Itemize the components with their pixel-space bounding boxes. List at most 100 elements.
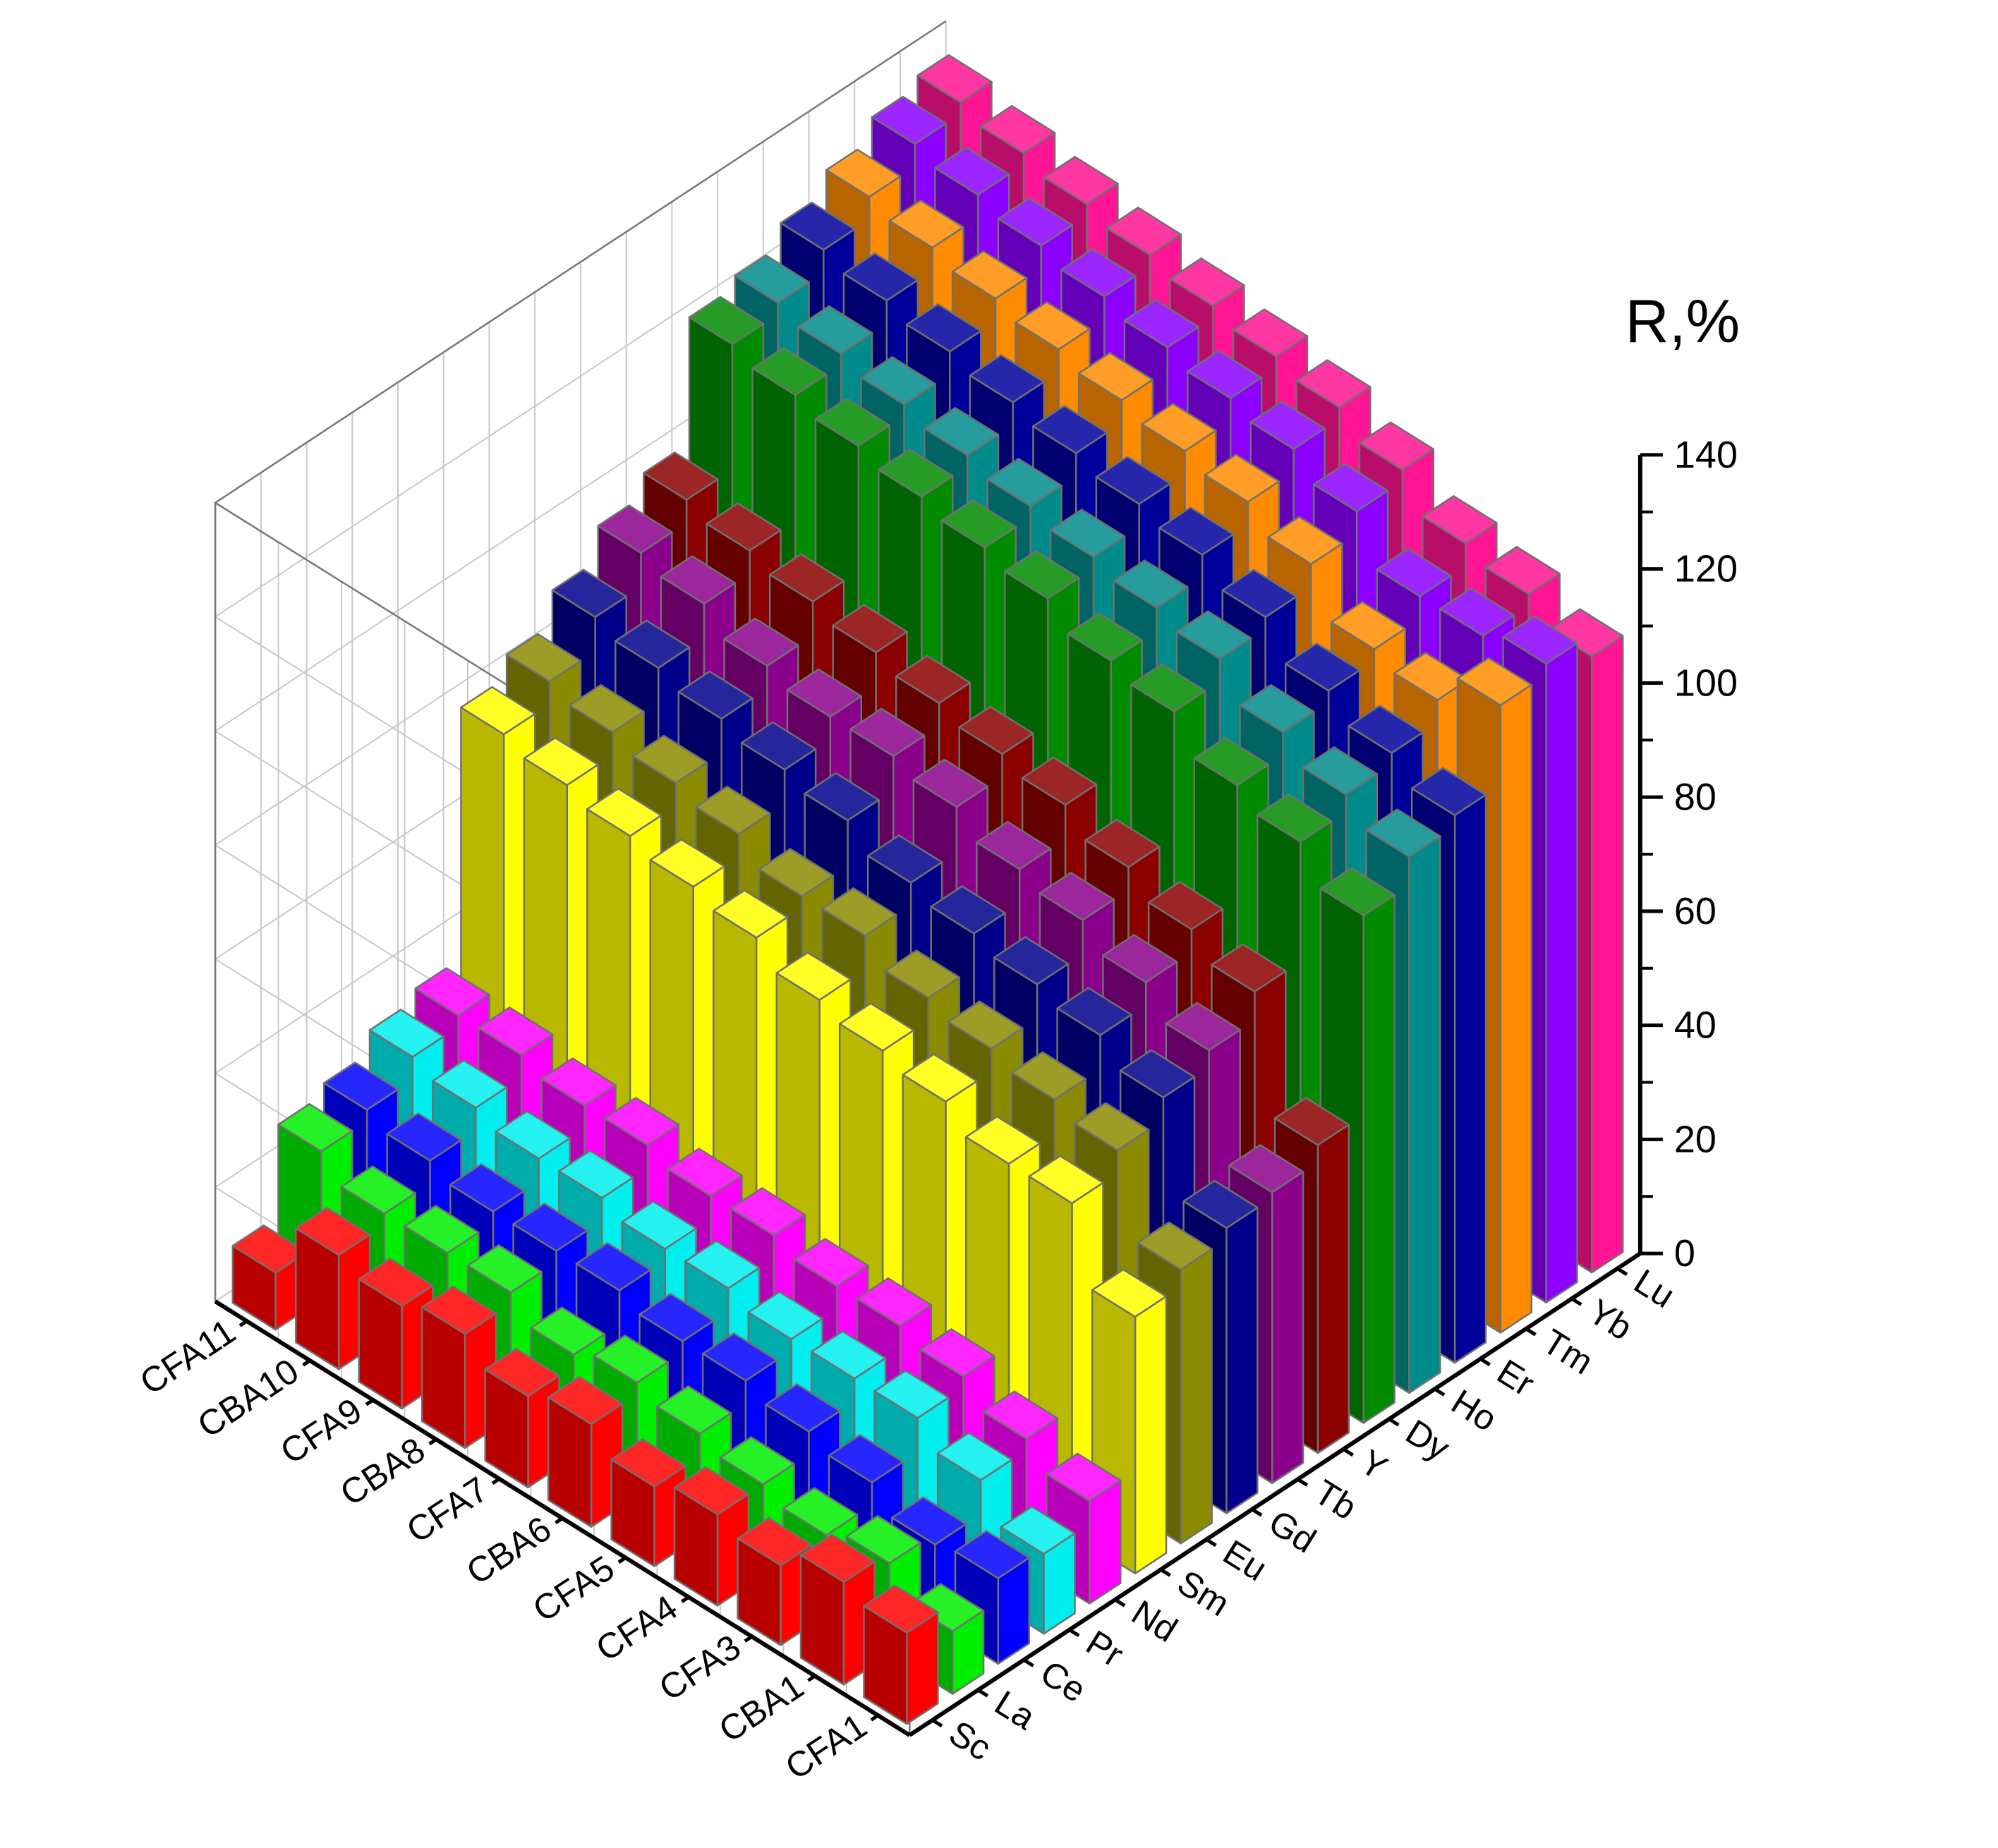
sample-tick [870,1713,879,1722]
bar-top [940,499,1017,549]
bar-top [1249,401,1326,450]
bar-top [832,604,908,654]
bar-top [951,250,1028,300]
bar-top [1348,705,1424,754]
bar-top [684,1240,761,1289]
element-label-Y: Y [1353,1442,1394,1488]
bar-top [701,1332,778,1382]
sample-label-CFA7: CFA7 [399,1469,495,1551]
bar-top [888,199,964,249]
bar-top [1267,516,1343,565]
bar-top [986,458,1062,507]
bar-top [1049,509,1126,558]
bar-CFA4-Sc [673,1466,750,1607]
bar-top [1130,663,1206,712]
element-label-La: La [988,1683,1042,1737]
z-tick-label: 0 [1674,1232,1695,1275]
bar-top [976,820,1052,870]
bar-top [1228,1144,1304,1193]
bar-top [793,1238,869,1287]
element-tick [977,1688,989,1698]
bar-top [1422,495,1498,545]
bar-top [540,1057,617,1107]
bar-top [695,785,771,835]
element-label-Dy: Dy [1399,1412,1456,1469]
sample-label-CFA5: CFA5 [526,1548,621,1630]
bar-top [1187,350,1263,399]
element-tick [931,1718,943,1728]
bar-top [1102,934,1178,983]
element-label-Tm: Tm [1536,1322,1600,1382]
bar-top [1084,818,1161,868]
bar-front [1316,1124,1350,1454]
bar-top [775,952,852,1001]
bar-top [1410,767,1487,816]
bar-top [1021,756,1098,806]
bar-top [1284,642,1361,692]
bar-top [782,1487,859,1536]
bar-top [547,1375,624,1425]
bar-top [895,655,971,705]
bar-top [340,1165,417,1215]
bar-top [1039,871,1115,921]
bar-top [845,1514,921,1564]
bar-top [1365,808,1441,858]
bar-top [713,889,789,939]
bar-top [466,1244,543,1294]
bar-top [1095,456,1171,505]
element-tick [1388,1417,1400,1427]
bar-top [621,1200,697,1250]
sample-tick [302,1358,311,1367]
bar-front [1134,1295,1168,1575]
bar-top [780,201,856,251]
element-label-Ce: Ce [1034,1653,1093,1710]
element-label-Eu: Eu [1216,1532,1274,1588]
element-label-Ho: Ho [1445,1382,1504,1439]
bar-top [523,736,599,786]
bar-top [1330,601,1407,650]
bar-front [1271,1171,1304,1485]
bar-top [878,448,954,498]
bar-top [1113,559,1189,609]
bar-top [799,1533,876,1583]
z-tick-label: 100 [1674,662,1738,704]
bar-top [891,1496,967,1545]
bar-CFA5-Sc [610,1438,686,1567]
bar-top [1106,207,1182,256]
bar-top [386,1112,462,1162]
bar-top [842,252,919,302]
bar-top [1319,867,1395,916]
bar-top [811,1330,887,1380]
bar-top [586,787,662,837]
bar-top [765,1383,841,1433]
element-label-Er: Er [1490,1351,1541,1404]
sample-tick [744,1635,753,1643]
bar-top [902,1053,978,1102]
bar-top [758,848,835,897]
bar-top [873,1370,950,1419]
bar-top [404,1205,480,1254]
sample-tick [555,1516,564,1525]
bar-top [1067,612,1143,662]
bar-top [741,721,817,771]
bar-top [1056,987,1132,1036]
bar-top [688,296,765,346]
element-tick [1342,1447,1354,1457]
bar-top [530,1306,606,1356]
sample-label-CFA1: CFA1 [778,1706,873,1787]
sample-tick [491,1477,501,1485]
bar-top [1502,615,1578,665]
sample-label-CBA6: CBA6 [459,1509,558,1593]
bar-top [947,1000,1024,1050]
z-tick-label: 80 [1674,776,1717,818]
bar-top [1046,1452,1122,1502]
bar-top [1032,405,1108,454]
bar-top [982,1390,1059,1440]
bar-top [1439,587,1515,637]
bar-top [1158,506,1235,556]
bar-top [1232,308,1309,358]
bar-top [1273,1097,1350,1146]
bar-top [1358,421,1435,471]
bar-top [719,1436,795,1485]
sample-label-CFA4: CFA4 [589,1588,684,1670]
